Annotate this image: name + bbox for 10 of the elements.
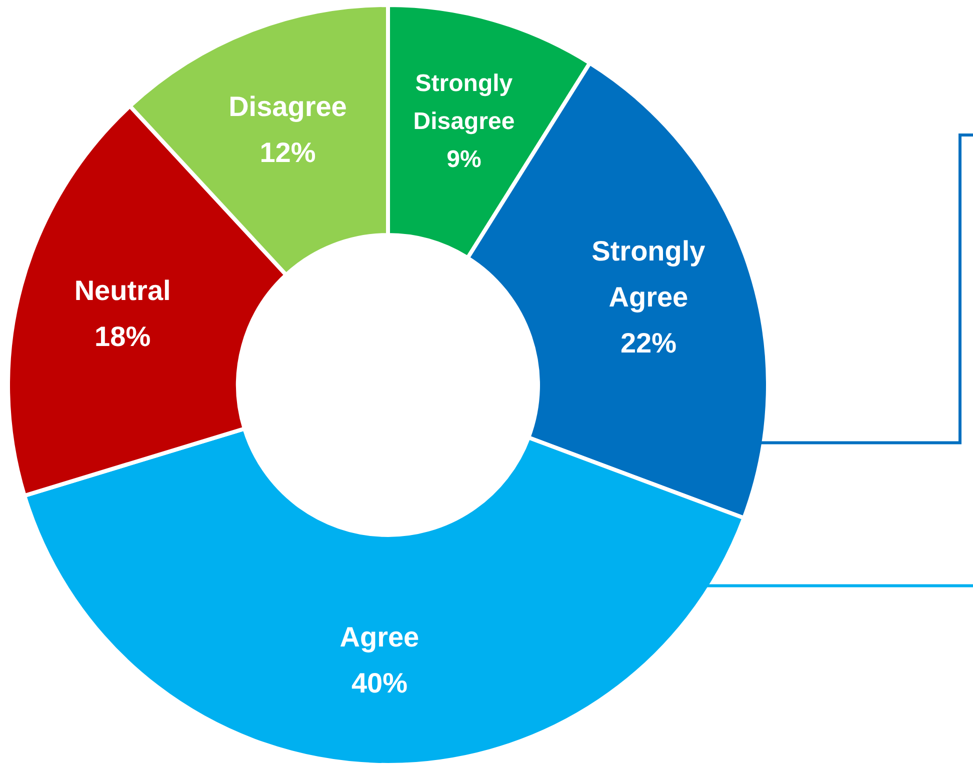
data-label: 12% <box>260 136 316 168</box>
data-label: 18% <box>94 320 151 352</box>
slice-label: Disagree <box>228 90 347 122</box>
data-label: 9% <box>446 146 482 174</box>
slice-label: Neutral <box>74 274 171 306</box>
data-label: 22% <box>620 328 677 359</box>
slice-label: Agree <box>340 622 420 653</box>
data-label: 40% <box>351 668 408 699</box>
slice-label: Strongly Disagree <box>413 70 515 136</box>
slice-label: Strongly Agree <box>592 236 706 313</box>
